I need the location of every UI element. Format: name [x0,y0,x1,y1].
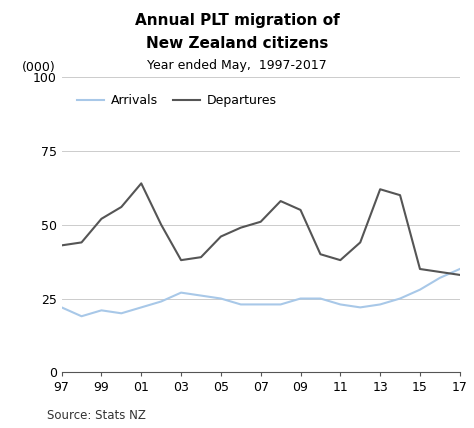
Text: (000): (000) [22,61,55,74]
Departures [79,240,84,245]
Departures [298,208,303,213]
Arrivals [258,302,264,307]
Departures [377,187,383,192]
Arrivals [138,305,144,310]
Departures [417,266,423,272]
Legend: Arrivals, Departures: Arrivals, Departures [72,89,282,112]
Departures [318,252,323,257]
Text: New Zealand citizens: New Zealand citizens [146,36,328,51]
Departures [278,199,283,204]
Departures [178,258,184,263]
Arrivals [397,296,403,301]
Departures [337,258,343,263]
Arrivals [278,302,283,307]
Departures [158,222,164,227]
Departures [138,181,144,186]
Line: Departures: Departures [62,183,460,275]
Departures [238,225,244,230]
Arrivals [178,290,184,295]
Departures [198,255,204,260]
Arrivals [318,296,323,301]
Arrivals [377,302,383,307]
Departures [437,269,443,274]
Arrivals [238,302,244,307]
Arrivals [59,305,64,310]
Departures [218,234,224,239]
Departures [397,193,403,198]
Departures [59,243,64,248]
Text: Year ended May,  1997-2017: Year ended May, 1997-2017 [147,59,327,72]
Arrivals [337,302,343,307]
Departures [357,240,363,245]
Departures [457,272,463,277]
Text: Annual PLT migration of: Annual PLT migration of [135,13,339,28]
Arrivals [79,314,84,319]
Arrivals [158,299,164,304]
Arrivals [417,287,423,292]
Departures [258,219,264,224]
Arrivals [357,305,363,310]
Text: Source: Stats NZ: Source: Stats NZ [47,410,146,422]
Arrivals [437,275,443,280]
Arrivals [99,308,104,313]
Line: Arrivals: Arrivals [62,269,460,316]
Arrivals [218,296,224,301]
Departures [99,216,104,221]
Arrivals [457,266,463,272]
Arrivals [198,293,204,298]
Arrivals [298,296,303,301]
Arrivals [118,311,124,316]
Departures [118,205,124,210]
